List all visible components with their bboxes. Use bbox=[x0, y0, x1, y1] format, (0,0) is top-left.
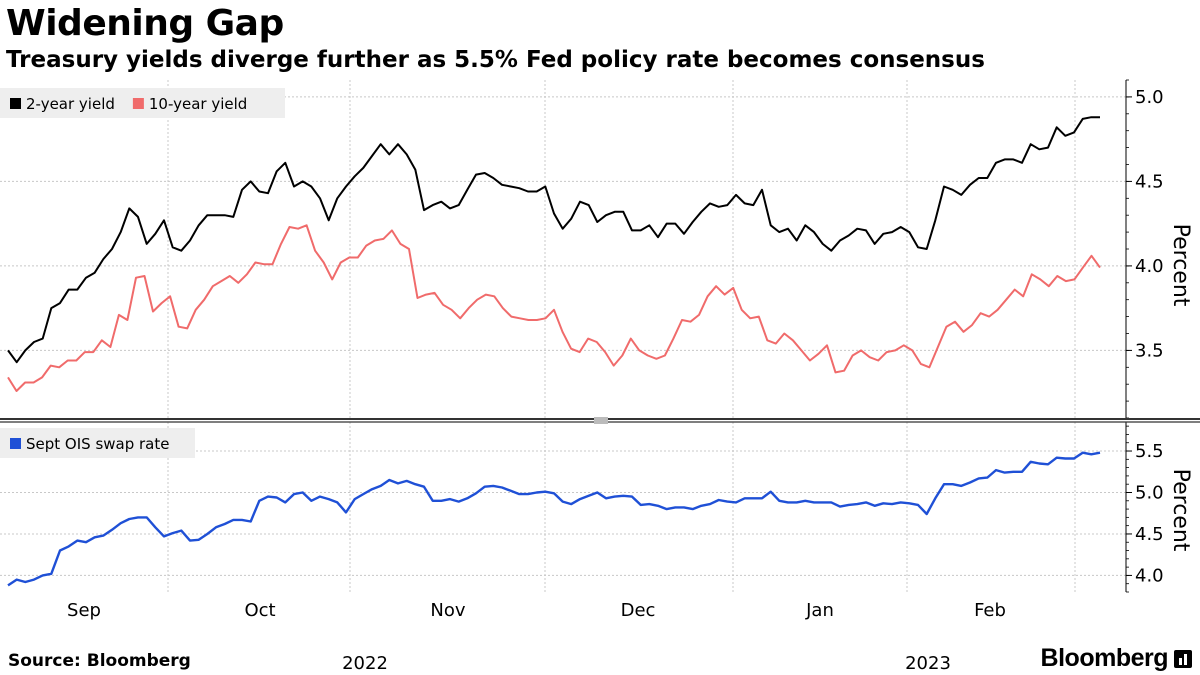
top-y-axis-title: Percent bbox=[1168, 224, 1193, 307]
x-tick-label-year: 2022 bbox=[342, 653, 388, 674]
bottom-y-tick-label: 4.5 bbox=[1135, 524, 1164, 545]
top-y-tick-label: 3.5 bbox=[1135, 340, 1164, 361]
x-tick-label-month: Sep bbox=[67, 600, 101, 621]
series-line-10-year-yield bbox=[7, 224, 1101, 392]
series-line-2-year-yield bbox=[7, 116, 1100, 364]
source-note: Source: Bloomberg bbox=[8, 651, 191, 671]
top-y-tick-label: 4.0 bbox=[1135, 256, 1164, 277]
top-y-tick-label: 5.0 bbox=[1135, 87, 1164, 108]
legend-swatch bbox=[10, 98, 21, 109]
top-panel-grid bbox=[0, 80, 1126, 418]
panel-resize-handle bbox=[594, 417, 608, 424]
x-tick-label-month: Jan bbox=[805, 600, 834, 621]
chart-axes: 3.54.04.55.0Percent4.04.55.05.5PercentSe… bbox=[0, 79, 1200, 674]
bottom-y-tick-label: 5.5 bbox=[1135, 441, 1164, 462]
legend-label: 2-year yield bbox=[26, 95, 115, 113]
x-tick-label-year: 2023 bbox=[905, 653, 951, 674]
x-tick-label-month: Dec bbox=[621, 600, 656, 621]
top-y-tick-label: 4.5 bbox=[1135, 171, 1164, 192]
bloomberg-logo: Bloomberg bbox=[1040, 644, 1169, 672]
legend-swatch bbox=[132, 98, 144, 109]
x-tick-label-month: Nov bbox=[430, 600, 465, 621]
x-tick-label-month: Feb bbox=[974, 600, 1006, 621]
chart-title: Widening Gap bbox=[6, 3, 284, 44]
legend-label: 10-year yield bbox=[149, 95, 247, 113]
bottom-y-tick-label: 5.0 bbox=[1135, 482, 1164, 503]
chart-legends: 2-year yield 10-year yield Sept OIS swap r… bbox=[0, 88, 285, 458]
legend-swatch bbox=[10, 438, 21, 449]
bloomberg-mark-icon bbox=[1174, 650, 1192, 668]
legend-label: Sept OIS swap rate bbox=[26, 435, 169, 453]
top-panel-series bbox=[7, 116, 1101, 392]
bottom-y-tick-label: 4.0 bbox=[1135, 565, 1164, 586]
series-line-sept-ois-swap-rate bbox=[7, 451, 1101, 587]
chart-subtitle: Treasury yields diverge further as 5.5% … bbox=[6, 47, 985, 73]
x-tick-label-month: Oct bbox=[244, 600, 275, 621]
bottom-legend-box bbox=[0, 428, 195, 458]
bottom-y-axis-title: Percent bbox=[1168, 469, 1193, 552]
bottom-panel-series bbox=[7, 451, 1101, 587]
